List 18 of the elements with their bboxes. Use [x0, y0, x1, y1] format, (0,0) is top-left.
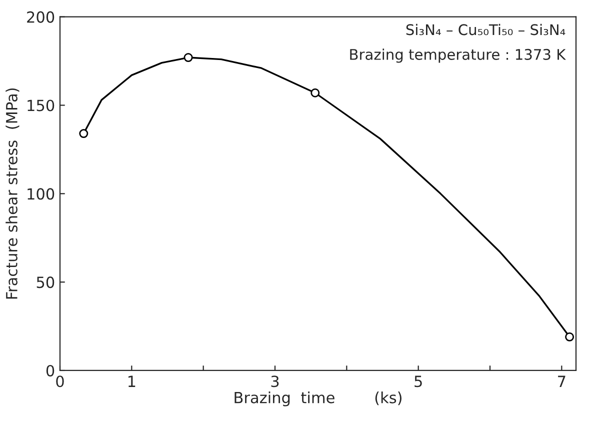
y-tick-label: 50 [36, 276, 54, 288]
y-axis-title: Fracture shear stress (MPa) [6, 88, 20, 299]
x-tick-label: 3 [271, 376, 279, 388]
point [310, 88, 320, 98]
x-tick-label: 1 [128, 376, 136, 387]
y-tick-label: 0 [46, 364, 54, 376]
annotation: Brazing temperature : 1373 K [350, 48, 566, 63]
y-tick-label: 150 [28, 100, 54, 112]
x-axis-title: Brazing time (ks) [234, 392, 402, 406]
y-tick-label: 100 [28, 188, 54, 200]
x-tick-label: 5 [414, 376, 422, 388]
point [565, 332, 574, 342]
x-tick-label: 0 [56, 376, 64, 388]
y-tick-label: 200 [27, 11, 54, 23]
annotation: Si₃N₄ – Cu₅₀Ti₅₀ – Si₃N₄ [406, 24, 566, 36]
x-tick-label: 7 [558, 376, 566, 387]
point [79, 129, 88, 138]
point [184, 53, 193, 62]
